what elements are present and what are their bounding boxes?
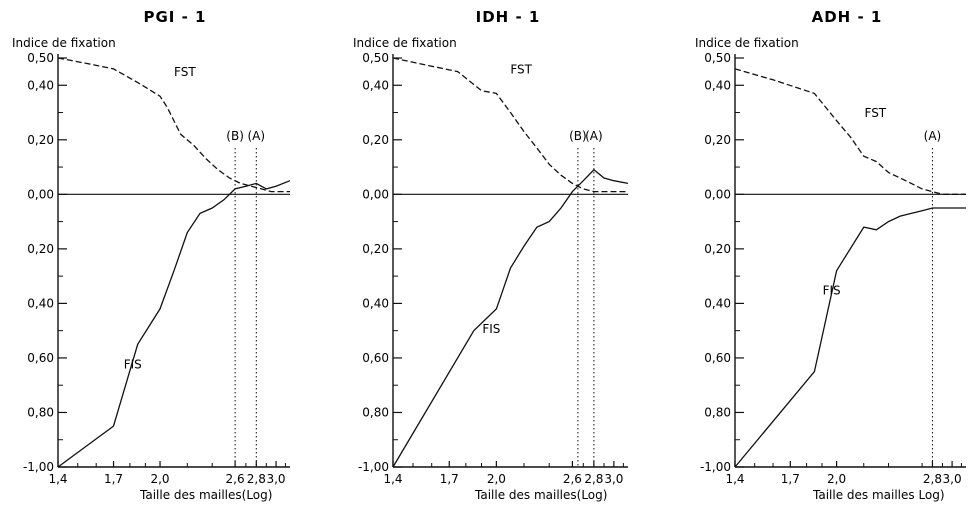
series-label-fis: FIS xyxy=(482,322,500,336)
series-label-fis: FIS xyxy=(823,284,841,298)
chart-title: IDH - 1 xyxy=(476,8,541,26)
x-tick-label: 2,8 xyxy=(247,472,266,486)
x-tick-label: 1,7 xyxy=(104,472,123,486)
annotation-label: (B) xyxy=(226,129,244,143)
x-tick-label: 1,7 xyxy=(781,472,800,486)
series-line-fis xyxy=(734,207,966,468)
x-tick-label: 2,6 xyxy=(563,472,582,486)
y-tick-label: 0,00 xyxy=(27,187,54,201)
chart-title: PGI - 1 xyxy=(144,8,207,26)
annotation-label: (A) xyxy=(924,129,942,143)
y-tick-label: -1,00 xyxy=(358,460,389,474)
x-tick-label: 3,0 xyxy=(943,472,962,486)
x-axis-label: Taille des mailles(Log) xyxy=(474,488,607,502)
y-tick-label: 0,50 xyxy=(362,51,389,65)
y-tick-label: 0,50 xyxy=(27,51,54,65)
y-tick-label: 0,20 xyxy=(704,242,731,256)
x-axis-label: Taille des mailles Log) xyxy=(812,488,945,502)
y-tick-label: 0,60 xyxy=(362,351,389,365)
x-tick-label: 2,0 xyxy=(150,472,169,486)
y-tick-label: -1,00 xyxy=(23,460,54,474)
y-tick-label: 0,80 xyxy=(27,405,54,419)
annotation-label: (A) xyxy=(248,129,266,143)
x-tick-label: 2,8 xyxy=(584,472,603,486)
x-tick-label: 1,4 xyxy=(725,472,744,486)
y-tick-label: 0,80 xyxy=(362,405,389,419)
series-label-fst: FST xyxy=(174,65,196,79)
x-tick-label: 1,4 xyxy=(48,472,67,486)
series-line-fis xyxy=(57,180,291,468)
series-line-fis xyxy=(392,168,629,468)
y-tick-label: 0,40 xyxy=(704,78,731,92)
x-tick-label: 1,7 xyxy=(440,472,459,486)
y-axis-label: Indice de fixation xyxy=(353,36,457,50)
y-tick-label: 0,20 xyxy=(704,133,731,147)
x-tick-label: 3,0 xyxy=(604,472,623,486)
x-tick-label: 3,0 xyxy=(266,472,285,486)
y-axis-label: Indice de fixation xyxy=(12,36,116,50)
y-tick-label: 0,20 xyxy=(27,133,54,147)
y-tick-label: 0,80 xyxy=(704,405,731,419)
x-tick-label: 2,8 xyxy=(923,472,942,486)
y-tick-label: 0,40 xyxy=(704,296,731,310)
y-tick-label: 0,60 xyxy=(27,351,54,365)
y-tick-label: 0,40 xyxy=(362,296,389,310)
x-tick-label: 2,0 xyxy=(827,472,846,486)
y-tick-label: 0,60 xyxy=(704,351,731,365)
y-tick-label: 0,20 xyxy=(27,242,54,256)
x-axis-label: Taille des mailles(Log) xyxy=(139,488,272,502)
y-axis-label: Indice de fixation xyxy=(695,36,799,50)
series-label-fst: FST xyxy=(865,106,887,120)
series-label-fst: FST xyxy=(510,62,532,76)
y-tick-label: 0,20 xyxy=(362,133,389,147)
x-tick-label: 2,0 xyxy=(487,472,506,486)
chart-title: ADH - 1 xyxy=(812,8,883,26)
y-tick-label: 0,40 xyxy=(362,78,389,92)
x-tick-label: 1,4 xyxy=(383,472,402,486)
series-label-fis: FIS xyxy=(124,357,142,371)
series-line-fst xyxy=(734,68,966,195)
annotation-label: (A) xyxy=(585,129,603,143)
y-tick-label: -1,00 xyxy=(700,460,731,474)
series-line-fst xyxy=(57,57,290,193)
y-tick-label: 0,00 xyxy=(704,187,731,201)
annotation-label: (B) xyxy=(569,129,587,143)
y-tick-label: 0,40 xyxy=(27,296,54,310)
x-tick-label: 2,6 xyxy=(226,472,245,486)
y-tick-label: 0,50 xyxy=(704,51,731,65)
series-line-fst xyxy=(392,57,628,193)
y-tick-label: 0,20 xyxy=(362,242,389,256)
y-tick-label: 0,00 xyxy=(362,187,389,201)
y-tick-label: 0,40 xyxy=(27,78,54,92)
